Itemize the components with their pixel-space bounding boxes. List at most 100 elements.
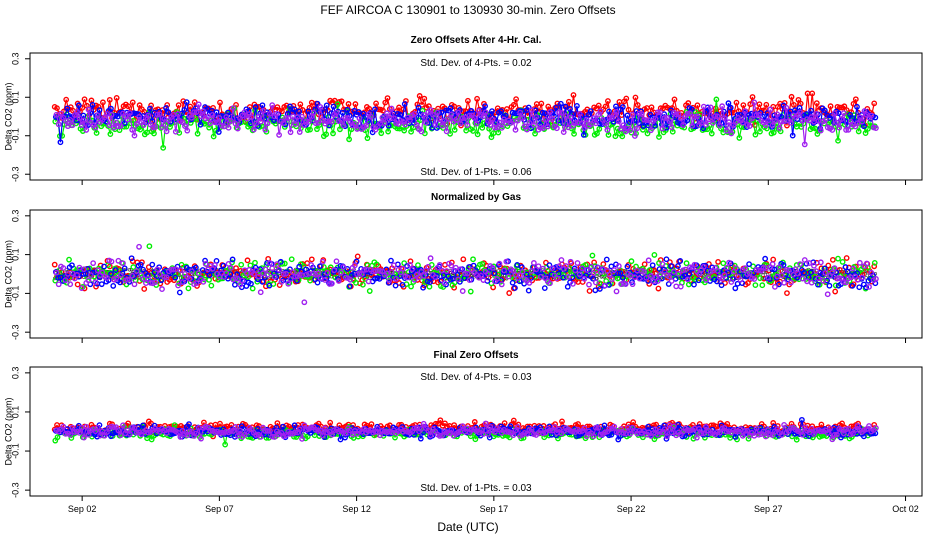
series-line-segment xyxy=(756,104,760,111)
data-point xyxy=(182,123,188,130)
data-point xyxy=(81,96,88,103)
data-point xyxy=(871,100,878,107)
series-line-segment xyxy=(416,95,421,105)
series-line-segment xyxy=(439,119,443,126)
data-point xyxy=(788,93,795,100)
series-line-segment xyxy=(375,103,379,110)
data-point xyxy=(776,125,783,131)
series-line-segment xyxy=(570,117,574,126)
series-line-segment xyxy=(553,107,557,117)
data-point xyxy=(74,108,80,115)
series-line-segment xyxy=(726,122,730,131)
series-line-segment xyxy=(94,115,98,124)
series-line-segment xyxy=(501,119,505,129)
series-line-segment xyxy=(622,106,626,129)
data-point xyxy=(447,105,454,111)
series-line-segment xyxy=(292,116,296,125)
series-line-segment xyxy=(824,119,829,128)
data-point xyxy=(338,117,344,123)
data-point xyxy=(225,124,232,131)
series-line-segment xyxy=(347,103,352,112)
series-line-segment xyxy=(599,111,604,121)
data-point xyxy=(308,256,315,263)
data-point xyxy=(241,109,248,115)
series-line-segment xyxy=(856,117,861,124)
data-point xyxy=(292,121,299,127)
plot-frame xyxy=(29,209,923,339)
data-point xyxy=(822,117,829,123)
data-point xyxy=(790,102,797,108)
data-point xyxy=(297,101,304,108)
series-line-segment xyxy=(78,117,83,126)
series-line-segment xyxy=(680,118,684,126)
data-point xyxy=(401,127,408,134)
series-line-segment xyxy=(455,112,459,121)
series-points xyxy=(51,90,879,151)
data-point xyxy=(181,106,188,113)
data-point xyxy=(136,114,142,120)
data-point xyxy=(864,125,871,132)
data-point xyxy=(873,125,879,131)
data-point xyxy=(328,118,335,125)
data-point xyxy=(746,123,753,129)
series-line-segment xyxy=(262,110,266,130)
series-line-segment xyxy=(758,114,762,121)
series-line-segment xyxy=(749,118,753,127)
data-point xyxy=(850,100,857,107)
series-line-segment xyxy=(255,116,259,124)
series-line-segment xyxy=(421,98,425,106)
data-point xyxy=(205,113,211,120)
data-point xyxy=(51,261,58,268)
series-line-segment xyxy=(211,114,216,123)
series-line-segment xyxy=(867,122,871,130)
data-point xyxy=(757,128,763,135)
data-point xyxy=(457,120,464,127)
data-point xyxy=(624,112,631,119)
series-line-segment xyxy=(583,119,588,129)
series-line-segment xyxy=(814,128,818,135)
data-point xyxy=(612,133,619,140)
y-axis-label: Delta CO2 (ppm) xyxy=(3,240,13,308)
data-point xyxy=(755,111,762,118)
data-point xyxy=(279,108,285,115)
data-point xyxy=(352,101,359,107)
data-point xyxy=(549,116,556,123)
data-point xyxy=(255,114,262,120)
data-point xyxy=(855,128,862,135)
data-point xyxy=(710,119,716,126)
data-point xyxy=(232,120,239,127)
data-point xyxy=(351,121,358,127)
data-point xyxy=(54,105,60,112)
data-point xyxy=(214,119,221,126)
data-point xyxy=(479,124,486,131)
y-tick-label: -0.1 xyxy=(10,128,20,144)
series-line-segment xyxy=(838,118,843,128)
data-point xyxy=(620,122,627,129)
series-line-segment xyxy=(175,113,179,132)
data-point xyxy=(124,116,131,123)
data-point xyxy=(677,115,684,122)
data-point xyxy=(856,114,863,121)
data-point xyxy=(498,108,505,115)
data-point xyxy=(379,114,386,121)
series-line-segment xyxy=(641,113,645,120)
series-line-segment xyxy=(576,113,581,123)
data-point xyxy=(314,126,320,133)
series-line-segment xyxy=(213,130,217,137)
data-point xyxy=(772,117,778,124)
data-point xyxy=(602,120,608,127)
data-point xyxy=(756,101,763,108)
data-point xyxy=(76,115,83,121)
plot-frame xyxy=(29,52,923,181)
data-point xyxy=(542,116,549,123)
data-point xyxy=(434,109,441,116)
series-line-segment xyxy=(207,116,211,124)
data-point xyxy=(283,102,290,109)
data-point xyxy=(788,119,794,126)
series-line-segment xyxy=(67,119,71,127)
data-point xyxy=(385,128,392,135)
data-point xyxy=(133,121,140,127)
data-point xyxy=(408,128,414,135)
data-point xyxy=(763,125,770,132)
